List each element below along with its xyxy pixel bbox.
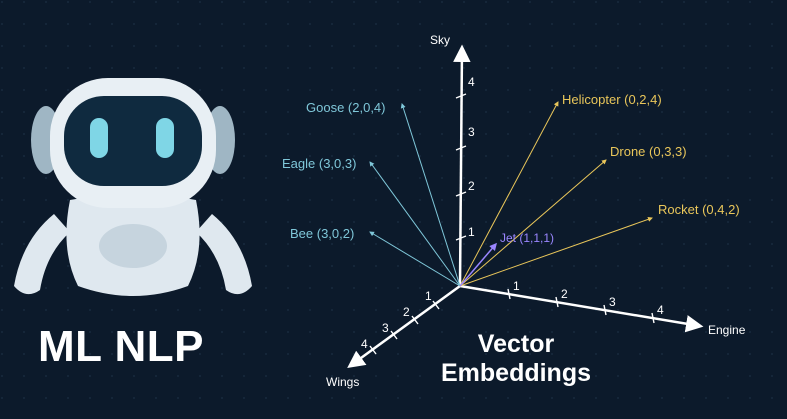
sky-tick-2-mark <box>455 191 467 197</box>
drone-label: Drone (0,3,3) <box>610 144 687 159</box>
engine-tick-4: 4 <box>657 303 664 317</box>
jet-vector <box>459 242 497 287</box>
robot-left-eye <box>90 118 108 158</box>
sky-axis-label: Sky <box>430 33 450 47</box>
robot-chest <box>99 224 167 268</box>
wings-ticks: 1 2 3 4 <box>361 289 440 355</box>
robot-icon <box>14 78 252 296</box>
sky-tick-3: 3 <box>468 125 475 139</box>
engine-tick-4-mark <box>651 312 655 324</box>
sky-tick-4: 4 <box>468 75 475 89</box>
bee-label: Bee (3,0,2) <box>290 226 354 241</box>
wings-axis <box>347 284 461 369</box>
wings-tick-2: 2 <box>403 305 410 319</box>
engine-tick-2: 2 <box>561 287 568 301</box>
goose-vector <box>400 103 461 287</box>
rocket-label: Rocket (0,4,2) <box>658 202 740 217</box>
eagle-vector <box>369 161 461 287</box>
sky-tick-3-mark <box>455 145 467 151</box>
bee-vector <box>369 231 461 287</box>
engine-tick-1: 1 <box>513 279 520 293</box>
wings-tick-1: 1 <box>425 289 432 303</box>
diagram-title-line2: Embeddings <box>440 359 591 387</box>
sky-tick-2: 2 <box>468 179 475 193</box>
wings-tick-4: 4 <box>361 337 368 351</box>
engine-tick-3: 3 <box>609 295 616 309</box>
wings-tick-4-mark <box>369 345 377 355</box>
helicopter-label: Helicopter (0,2,4) <box>562 92 662 107</box>
sky-ticks: 1 2 3 4 <box>455 75 475 241</box>
rocket-vector <box>459 216 653 287</box>
sky-tick-1-mark <box>455 235 467 241</box>
wings-tick-3: 3 <box>382 321 389 335</box>
robot-left-arm <box>14 214 70 295</box>
engine-axis-label: Engine <box>708 323 746 337</box>
engine-ticks: 1 2 3 4 <box>507 279 664 324</box>
jet-label: Jet (1,1,1) <box>500 231 554 245</box>
robot-right-eye <box>156 118 174 158</box>
engine-tick-1-mark <box>507 288 511 300</box>
drone-vector <box>459 159 607 287</box>
brand-title: ML NLP <box>38 322 204 371</box>
wings-tick-3-mark <box>390 330 398 340</box>
eagle-label: Eagle (3,0,3) <box>282 156 356 171</box>
robot-right-arm <box>196 214 252 295</box>
wings-axis-label: Wings <box>326 375 359 389</box>
sky-tick-1: 1 <box>468 225 475 239</box>
goose-label: Goose (2,0,4) <box>306 100 386 115</box>
engine-tick-3-mark <box>603 304 607 316</box>
helicopter-vector <box>459 101 559 287</box>
wings-tick-2-mark <box>411 315 419 325</box>
engine-tick-2-mark <box>555 296 559 308</box>
diagram-title-line1: Vector <box>477 330 555 358</box>
engine-axis <box>459 284 704 333</box>
diagram-title: Vector Embeddings <box>426 330 606 388</box>
sky-axis <box>453 44 471 287</box>
wings-tick-1-mark <box>432 300 440 310</box>
sky-tick-4-mark <box>455 93 467 99</box>
